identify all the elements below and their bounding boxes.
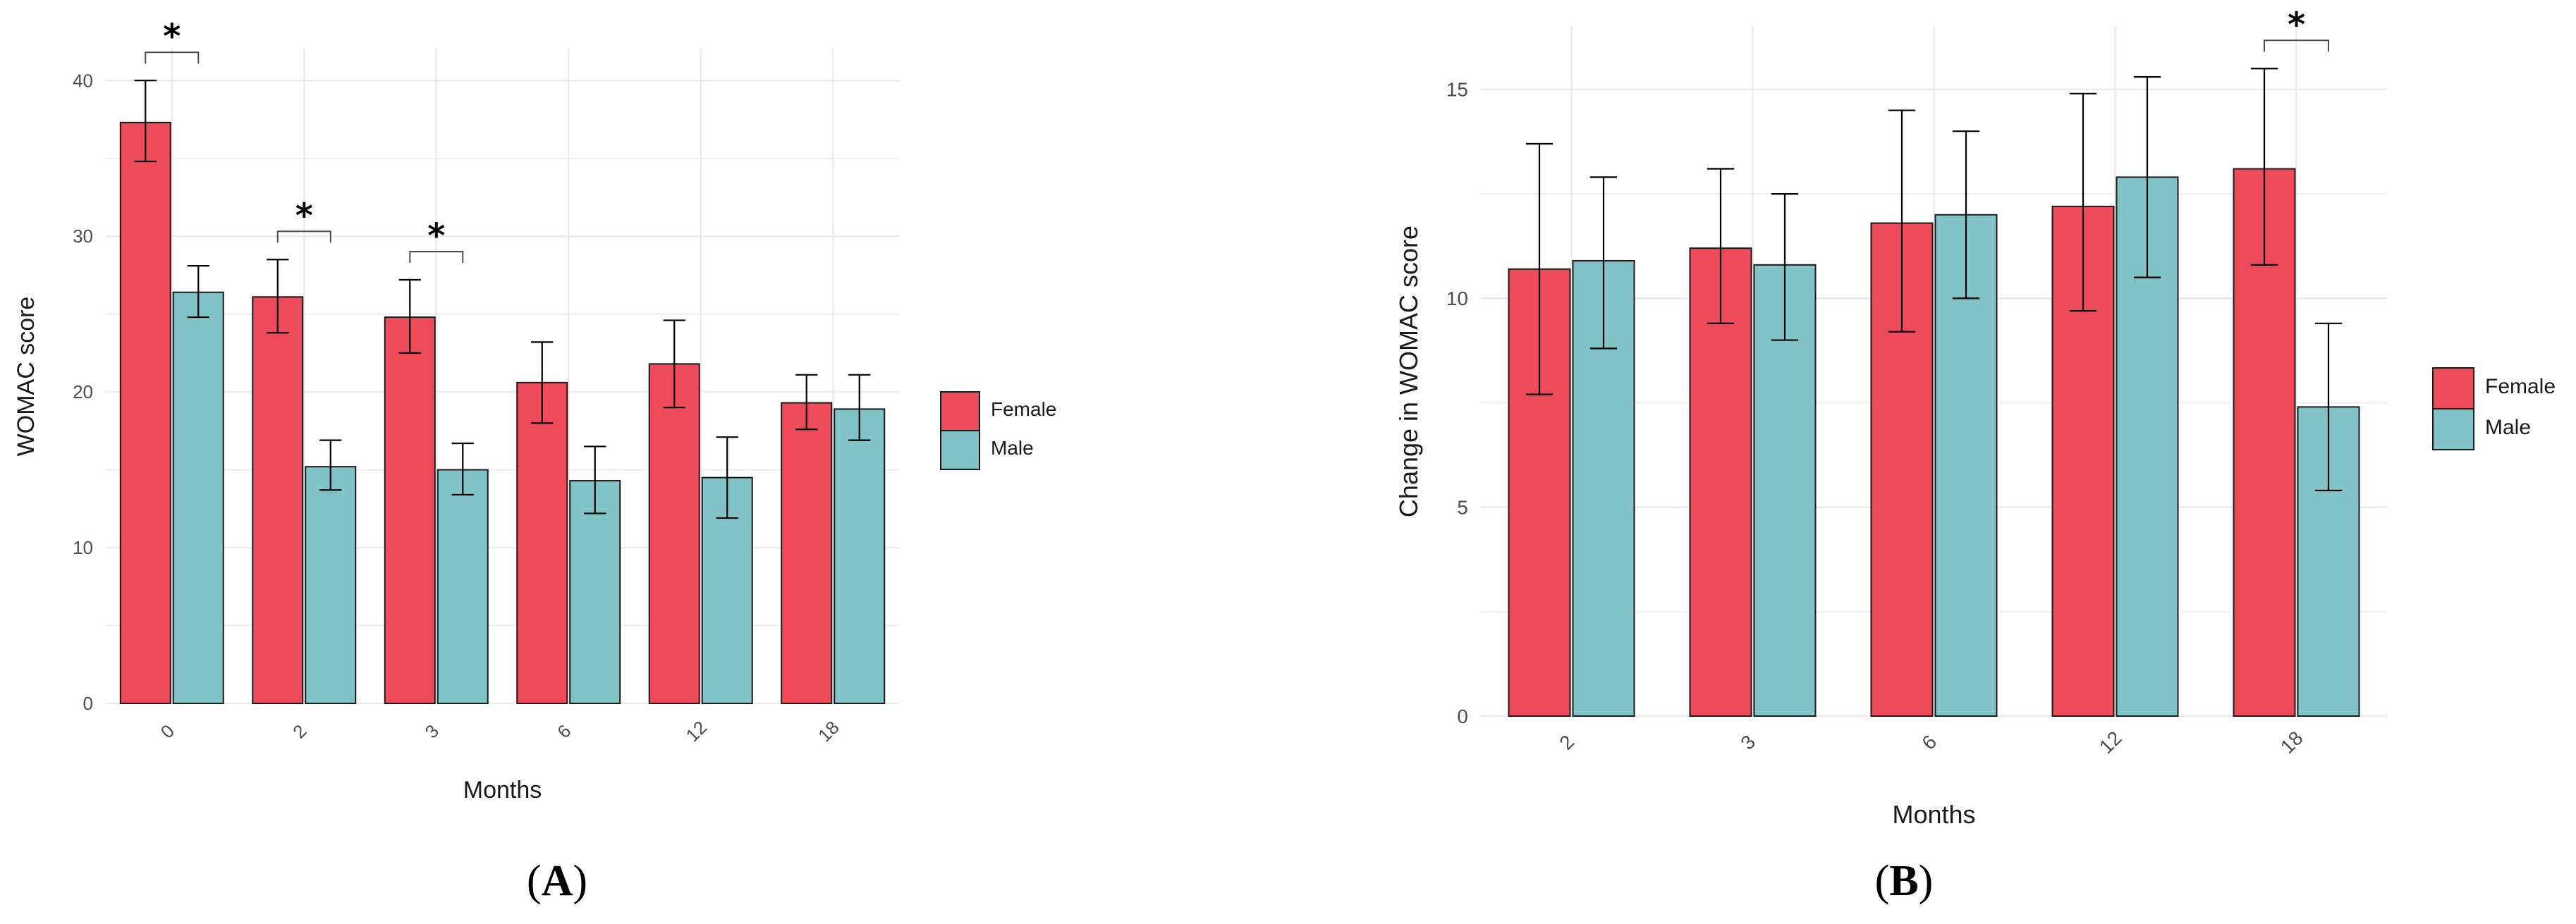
significance-bracket: [276, 230, 331, 243]
x-tick-label: 6: [553, 720, 575, 742]
y-tick-label: 10: [73, 537, 93, 558]
significance-star: *: [295, 196, 313, 235]
bar-female: [119, 121, 171, 705]
significance-bracket: [409, 251, 464, 264]
y-tick-label: 15: [1446, 79, 1468, 101]
legend-label-male: Male: [2485, 416, 2531, 439]
y-tick-label: 5: [1457, 496, 1468, 518]
legend-swatch-female: [940, 391, 980, 431]
x-tick-label: 18: [2276, 727, 2307, 758]
significance-star: *: [427, 216, 445, 256]
y-axis-title: Change in WOMAC score: [1394, 226, 1423, 517]
bar-female: [252, 296, 304, 705]
x-axis-title: Months: [463, 777, 542, 803]
chart-panel-b: 0 5 10 15 2 3 6 12 18 * Months Change in WOMAC scor…: [1394, 5, 2556, 905]
y-tick-label: 0: [83, 693, 93, 714]
panel-label-open: (: [527, 857, 542, 905]
y-tick-label: 20: [73, 381, 93, 402]
bar-male: [437, 469, 489, 704]
significance-star: *: [163, 17, 181, 56]
legend-label-female: Female: [991, 398, 1056, 420]
x-tick-label: 2: [1555, 731, 1578, 754]
bar-female: [648, 363, 700, 704]
x-tick-label: 0: [157, 720, 178, 742]
legend-swatch-male: [940, 430, 980, 470]
panel-label-open: (: [1875, 857, 1890, 905]
bar-male: [834, 408, 886, 705]
panel-label: (A): [527, 857, 587, 905]
chart-panel-a: 0 10 20 30 40 0 2 3 6 12 18 * * * Months WOMAC score Fem…: [13, 17, 1056, 905]
x-tick-label: 2: [288, 720, 310, 742]
panel-label-close: ): [1919, 857, 1934, 905]
legend-label-male: Male: [991, 437, 1034, 459]
y-tick-label: 40: [73, 70, 93, 91]
x-axis-title: Months: [1892, 800, 1975, 829]
significance-bracket: [145, 51, 200, 64]
x-tick-label: 6: [1917, 731, 1941, 754]
legend-swatch-male: [2432, 408, 2474, 450]
bar-female: [384, 316, 436, 704]
bar-female: [1689, 247, 1752, 717]
bar-male: [305, 466, 357, 705]
x-tick-label: 12: [2095, 727, 2126, 758]
y-tick-label: 10: [1446, 288, 1468, 309]
x-tick-label: 12: [682, 717, 712, 746]
bar-male: [172, 291, 224, 704]
panel-label-letter: B: [1889, 857, 1918, 905]
significance-bracket: [2264, 39, 2329, 52]
legend: Female Male: [940, 391, 1056, 470]
y-tick-label: 30: [73, 226, 93, 247]
legend-label-female: Female: [2485, 375, 2556, 398]
legend: Female Male: [2432, 367, 2556, 450]
bar-female: [781, 402, 833, 704]
bar-male: [569, 480, 621, 704]
x-tick-label: 3: [421, 720, 443, 742]
significance-star: *: [2288, 5, 2305, 44]
x-tick-label: 18: [814, 717, 843, 746]
y-axis-title: WOMAC score: [13, 297, 39, 457]
panel-label-letter: A: [542, 857, 573, 905]
bar-female: [516, 381, 568, 704]
panel-label-close: ): [573, 857, 587, 905]
panel-label: (B): [1875, 857, 1934, 905]
y-tick-label: 0: [1457, 706, 1468, 727]
x-tick-label: 3: [1736, 731, 1759, 754]
legend-swatch-female: [2432, 367, 2474, 409]
